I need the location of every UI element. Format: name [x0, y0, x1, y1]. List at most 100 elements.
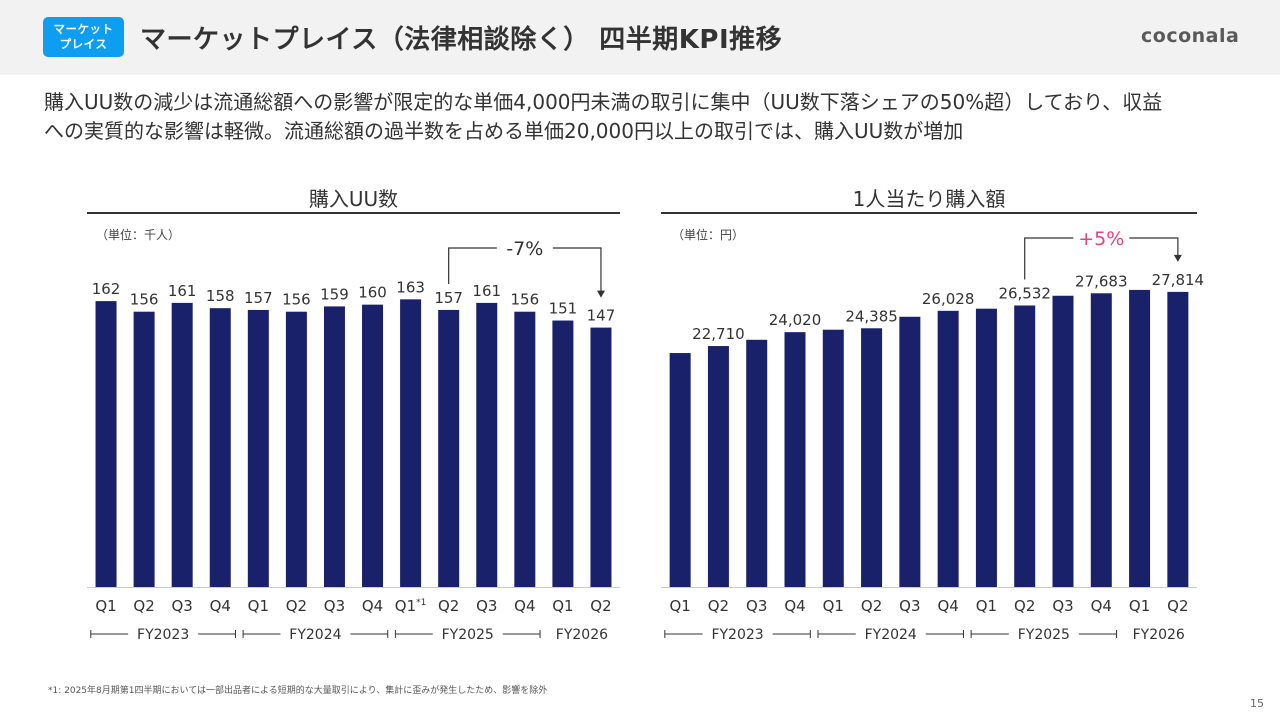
uu-tick-label-11: Q4	[514, 597, 535, 615]
left-chart-unit: （単位：千人）	[96, 228, 181, 242]
uu-data-label-3: 158	[206, 287, 235, 305]
uu-data-label-4: 157	[244, 289, 273, 307]
spend-bar-2	[746, 339, 768, 587]
spend-annotation-label: +5%	[1078, 228, 1124, 250]
uu-tick-label-5: Q2	[286, 597, 307, 615]
uu-tick-label-2: Q3	[171, 597, 192, 615]
uu-data-label-13: 147	[587, 307, 616, 325]
lead-line-1: 購入UU数の減少は流通総額への影響が限定的な単価4,000円未満の取引に集中（U…	[44, 90, 1163, 114]
spend-bar-6	[899, 316, 921, 587]
spend-tick-label-12: Q1	[1129, 597, 1150, 615]
spend-tick-label-2: Q3	[746, 597, 767, 615]
spend-bar-9	[1014, 305, 1036, 587]
spend-data-label-13: 27,814	[1152, 271, 1205, 289]
uu-tick-label-10: Q3	[476, 597, 497, 615]
uu-tick-label-3: Q4	[210, 597, 231, 615]
uu-bar-8	[400, 299, 422, 587]
uu-tick-label-6: Q3	[324, 597, 345, 615]
spend-data-label-3: 24,020	[769, 311, 822, 329]
uu-bar-13	[590, 327, 612, 587]
uu-data-label-5: 156	[282, 291, 311, 309]
company-logo: coconala	[1141, 25, 1240, 47]
spend-bar-3	[784, 332, 806, 587]
uu-annotation-line-left	[448, 247, 497, 284]
uu-bar-4	[247, 309, 269, 587]
uu-tick-label-1: Q2	[133, 597, 154, 615]
spend-data-label-9: 26,532	[998, 284, 1051, 302]
uu-bar-9	[438, 309, 460, 587]
page-title: マーケットプレイス（法律相談除く） 四半期KPI推移	[140, 25, 783, 55]
uu-fy-label-3: FY2026	[556, 627, 608, 643]
spend-bar-7	[937, 310, 959, 587]
uu-data-label-0: 162	[92, 280, 121, 298]
spend-bar-11	[1090, 293, 1112, 587]
spend-bar-5	[861, 328, 883, 587]
spend-bar-10	[1052, 295, 1074, 587]
spend-bar-13	[1167, 291, 1189, 587]
uu-bar-12	[552, 320, 574, 587]
uu-fy-label-0: FY2023	[137, 627, 189, 643]
uu-bar-7	[362, 304, 384, 587]
spend-tick-label-4: Q1	[823, 597, 844, 615]
uu-annotation-arrowhead	[596, 290, 605, 298]
spend-tick-label-13: Q2	[1167, 597, 1188, 615]
spend-annotation-arrowhead	[1173, 254, 1182, 262]
spend-fy-label-0: FY2023	[711, 627, 763, 643]
badge-line-2: プレイス	[59, 37, 108, 51]
uu-bar-6	[323, 306, 345, 587]
right-chart-title: 1人当たり購入額	[852, 187, 1006, 211]
uu-data-label-12: 151	[549, 300, 578, 318]
badge-line-1: マーケット	[53, 22, 114, 36]
uu-bar-5	[285, 311, 307, 587]
uu-data-label-1: 156	[130, 291, 159, 309]
uu-tick-label-4: Q1	[248, 597, 269, 615]
spend-fy-label-3: FY2026	[1133, 627, 1185, 643]
right-chart-unit: （単位：円）	[672, 228, 745, 242]
spend-bar-4	[822, 329, 844, 587]
uu-annotation-line-right	[552, 247, 602, 292]
spend-data-label-11: 27,683	[1075, 272, 1128, 290]
uu-data-label-7: 160	[358, 284, 387, 302]
spend-tick-label-8: Q1	[976, 597, 997, 615]
uu-fy-label-2: FY2025	[442, 627, 494, 643]
spend-tick-label-11: Q4	[1091, 597, 1112, 615]
uu-tick-label-8: Q1*1	[395, 597, 427, 615]
spend-tick-label-6: Q3	[899, 597, 920, 615]
left-chart-title: 購入UU数	[308, 187, 399, 211]
section-badge: マーケット プレイス	[43, 17, 124, 57]
footnote: *1: 2025年8月期第1四半期においては一部出品者による短期的な大量取引によ…	[48, 686, 548, 696]
slide-header: マーケット プレイス マーケットプレイス（法律相談除く） 四半期KPI推移 co…	[0, 0, 1280, 75]
uu-tick-label-13: Q2	[590, 597, 611, 615]
uu-data-label-2: 161	[168, 282, 197, 300]
spend-bar-0	[669, 353, 691, 587]
spend-data-label-1: 22,710	[692, 325, 745, 343]
spend-bar-12	[1129, 289, 1151, 587]
right-chart-rule	[661, 212, 1197, 214]
uu-bar-3	[209, 308, 231, 587]
uu-tick-label-7: Q4	[362, 597, 383, 615]
uu-data-label-6: 159	[320, 285, 349, 303]
uu-tick-label-9: Q2	[438, 597, 459, 615]
spend-tick-label-5: Q2	[861, 597, 882, 615]
lead-line-2: への実質的な影響は軽微。流通総額の過半数を占める単価20,000円以上の取引では…	[44, 119, 964, 143]
uu-bar-10	[476, 302, 498, 587]
uu-bar-11	[514, 311, 536, 587]
uu-tick-label-12: Q1	[552, 597, 573, 615]
spend-tick-label-0: Q1	[669, 597, 690, 615]
uu-data-label-10: 161	[472, 282, 501, 300]
spend-annotation-line-left	[1024, 237, 1074, 280]
spend-fy-label-2: FY2025	[1018, 627, 1070, 643]
spend-tick-label-3: Q4	[784, 597, 805, 615]
uu-fy-label-1: FY2024	[289, 627, 341, 643]
spend-bar-8	[975, 308, 997, 587]
spend-tick-label-7: Q4	[937, 597, 958, 615]
uu-bar-0	[95, 301, 117, 587]
uu-bar-1	[133, 311, 155, 587]
spend-data-label-7: 26,028	[922, 290, 975, 308]
lead-text: 購入UU数の減少は流通総額への影響が限定的な単価4,000円未満の取引に集中（U…	[44, 88, 1244, 146]
spend-data-label-5: 24,385	[845, 307, 898, 325]
spend-annotation-line-right	[1129, 237, 1179, 256]
page-number: 15	[1250, 697, 1264, 710]
uu-data-label-9: 157	[434, 289, 463, 307]
